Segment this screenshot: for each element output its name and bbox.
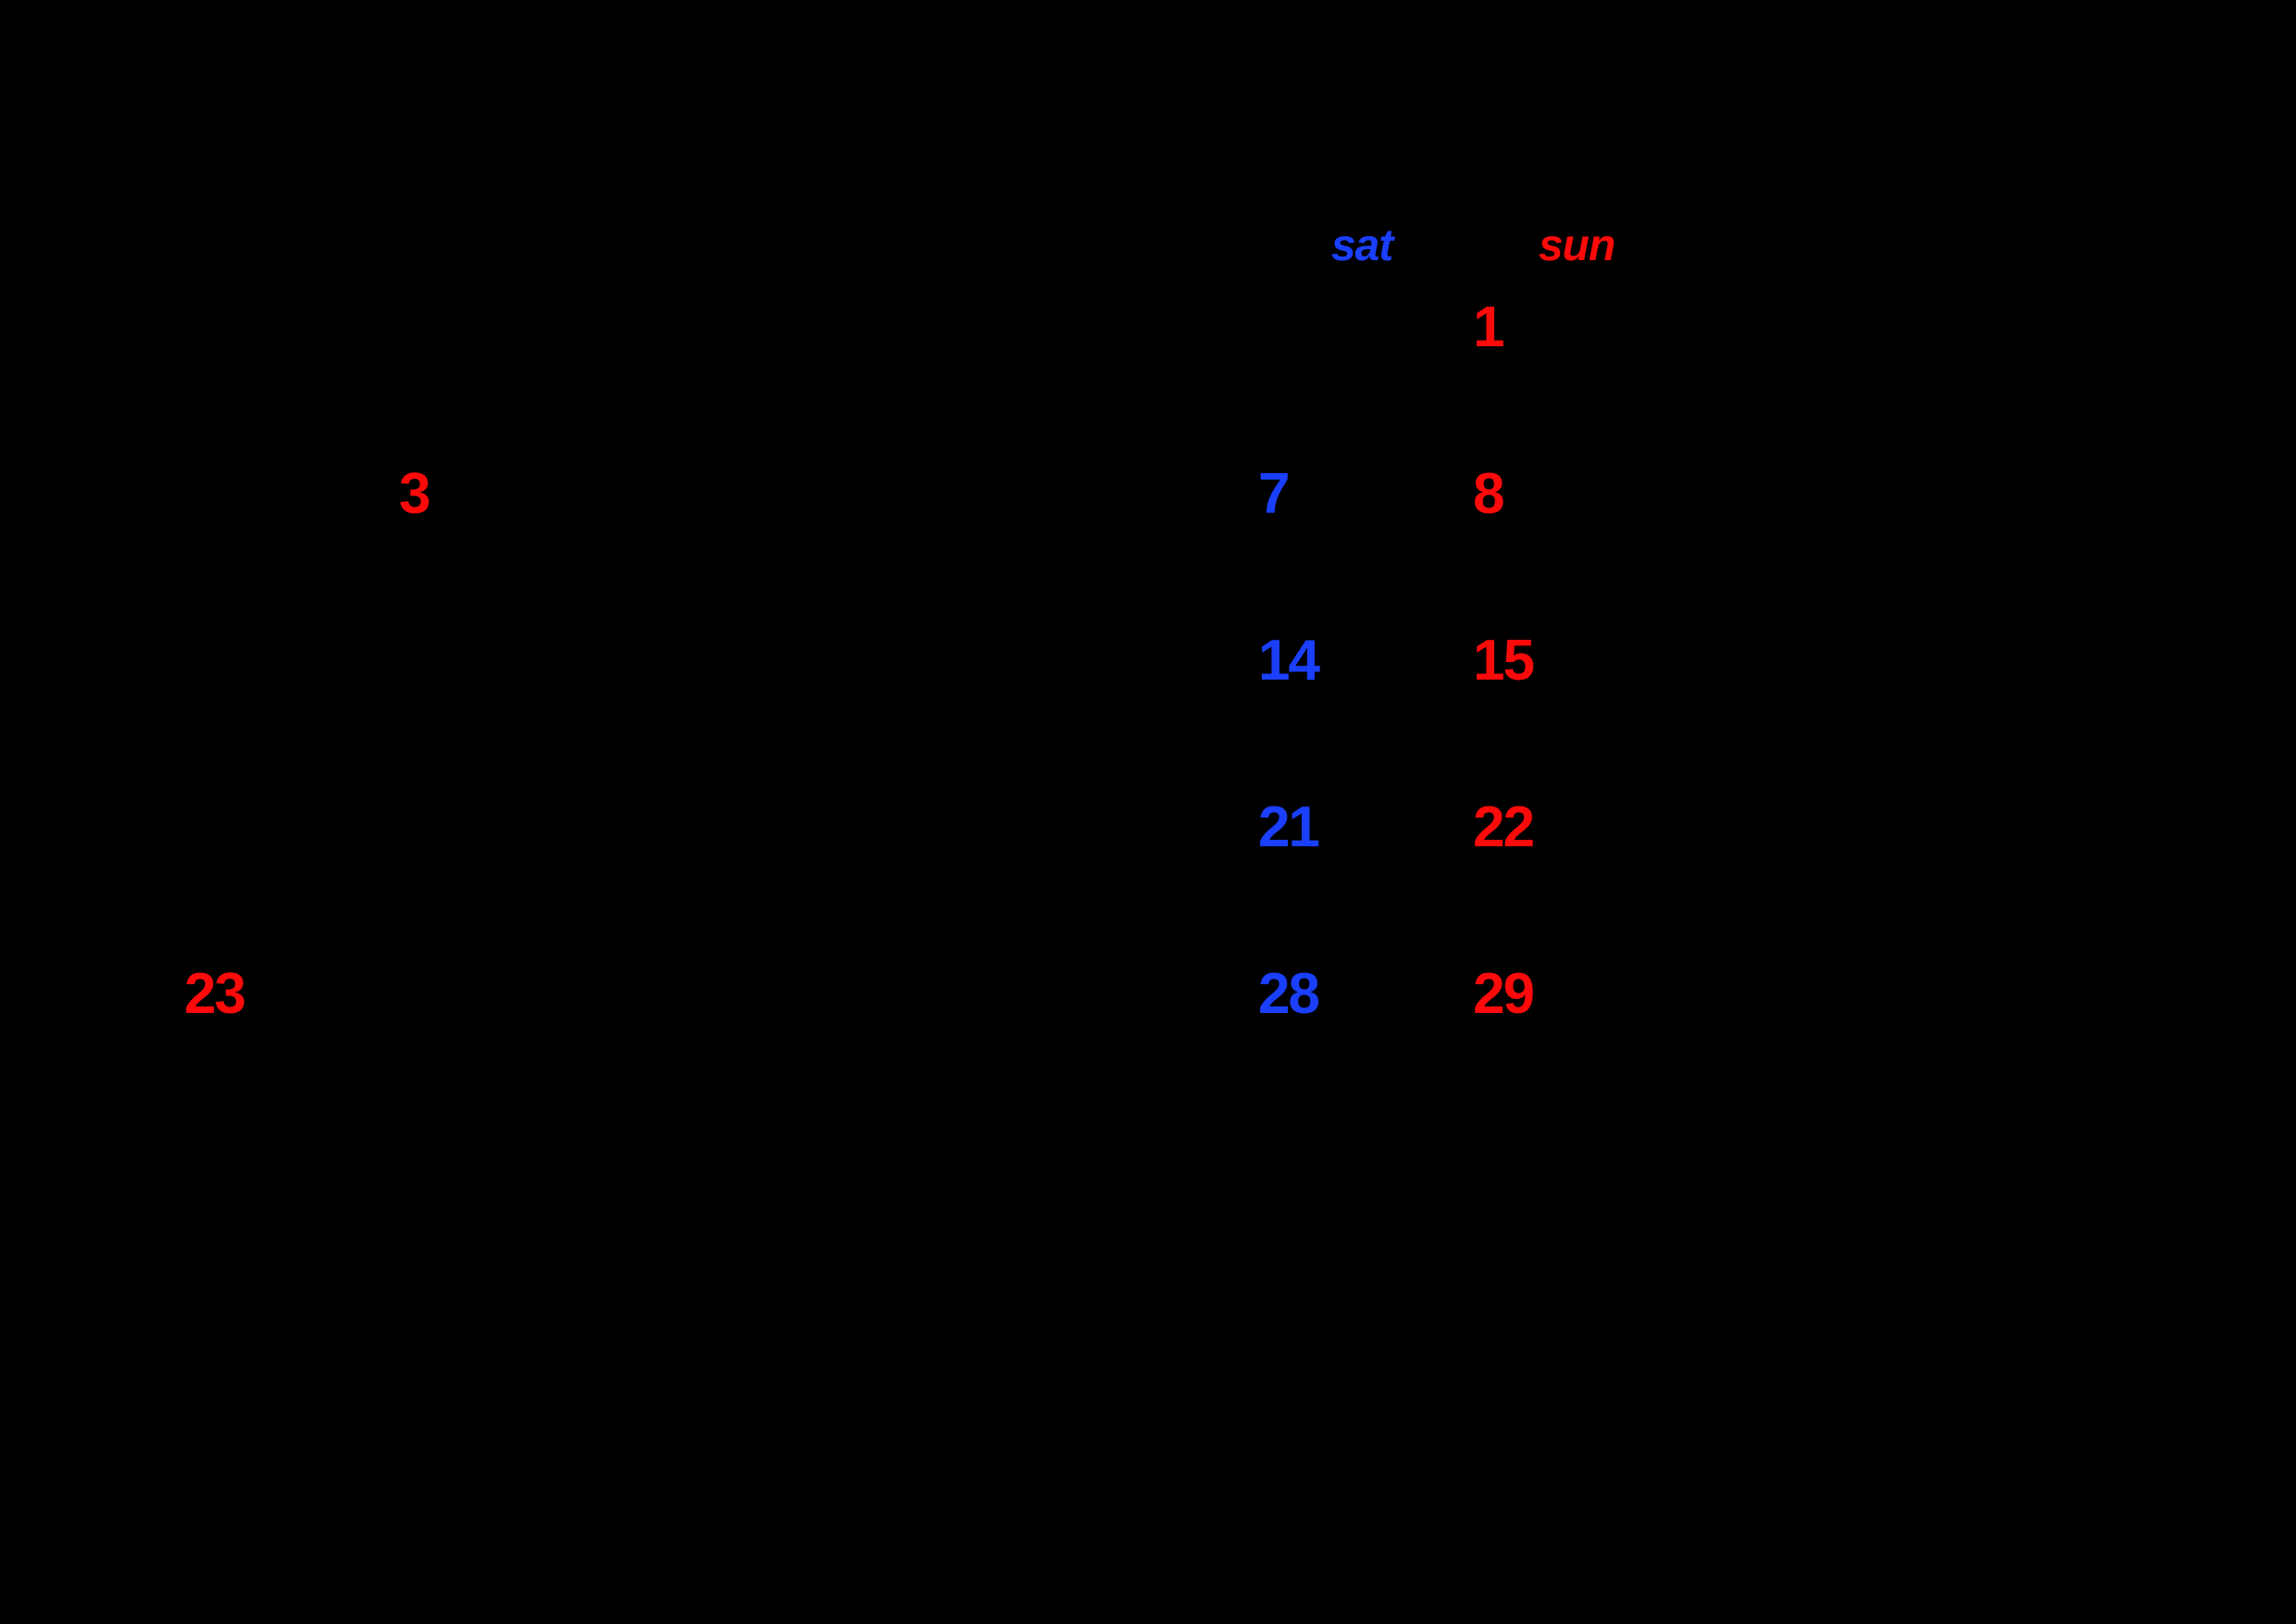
day-cell <box>610 287 825 454</box>
calendar-week-row: 1 <box>181 287 1690 454</box>
calendar-week-row: 30 <box>181 1120 1690 1287</box>
day-cell <box>825 1120 1040 1287</box>
day-number: 24 <box>399 961 459 1027</box>
day-number: 25 <box>614 961 674 1027</box>
day-cell: 12 <box>825 620 1040 787</box>
day-cell <box>1469 1120 1684 1287</box>
header-cell-tue: tue <box>395 204 610 287</box>
day-cell <box>395 287 610 454</box>
day-cell: 19 <box>825 787 1040 954</box>
day-cell: 29 <box>1469 954 1684 1120</box>
day-number: 13 <box>1043 628 1104 693</box>
calendar-week-row: 9 10 11 12 13 14 15 <box>181 620 1690 787</box>
day-number: 19 <box>829 794 889 860</box>
day-cell: 11 <box>610 620 825 787</box>
day-cell: 23 <box>181 954 395 1120</box>
day-cell: 5 <box>825 454 1040 620</box>
day-number: 18 <box>614 794 674 860</box>
calendar-grid: mon tue wed thu fri sat sun 1 2 3 4 <box>181 204 1690 1287</box>
day-number: 28 <box>1258 961 1318 1027</box>
day-cell: 3 <box>395 454 610 620</box>
day-number: 11 <box>614 628 671 693</box>
header-cell-wed: wed <box>610 204 825 287</box>
header-cell-thu: thu <box>825 204 1040 287</box>
header-label-mon: mon <box>243 220 333 271</box>
calendar-week-row: 16 17 18 19 20 21 22 <box>181 787 1690 954</box>
calendar-week-row: 2 3 4 5 6 7 8 <box>181 454 1690 620</box>
header-cell-fri: fri <box>1040 204 1254 287</box>
day-cell: 30 <box>181 1120 395 1287</box>
day-cell: 25 <box>610 954 825 1120</box>
day-number: 17 <box>399 794 459 860</box>
day-cell: 4 <box>610 454 825 620</box>
day-cell <box>1040 1120 1254 1287</box>
day-number: 21 <box>1258 794 1318 860</box>
day-cell: 8 <box>1469 454 1684 620</box>
day-cell: 22 <box>1469 787 1684 954</box>
day-cell: 9 <box>181 620 395 787</box>
day-number: 7 <box>1258 461 1288 527</box>
day-cell: 16 <box>181 787 395 954</box>
day-cell <box>1040 287 1254 454</box>
day-cell <box>1254 1120 1469 1287</box>
header-label-sun: sun <box>1539 220 1615 271</box>
header-label-sat: sat <box>1331 220 1392 271</box>
day-number: 27 <box>1043 961 1104 1027</box>
day-cell: 14 <box>1254 620 1469 787</box>
day-cell: 15 <box>1469 620 1684 787</box>
day-cell: 20 <box>1040 787 1254 954</box>
day-number: 5 <box>829 461 858 527</box>
header-label-wed: wed <box>676 220 759 271</box>
day-cell: 24 <box>395 954 610 1120</box>
day-number: 22 <box>1473 794 1533 860</box>
day-cell <box>825 287 1040 454</box>
calendar-header-row: mon tue wed thu fri sat sun <box>181 204 1690 287</box>
day-number: 3 <box>399 461 429 527</box>
day-cell: 7 <box>1254 454 1469 620</box>
day-cell: 27 <box>1040 954 1254 1120</box>
header-cell-sat: sat <box>1254 204 1469 287</box>
day-cell: 21 <box>1254 787 1469 954</box>
day-cell: 10 <box>395 620 610 787</box>
day-number: 1 <box>1473 294 1503 360</box>
header-cell-sun: sun <box>1469 204 1684 287</box>
day-number: 2 <box>184 461 214 527</box>
day-number: 10 <box>399 628 459 693</box>
day-number: 6 <box>1043 461 1073 527</box>
header-label-tue: tue <box>471 220 535 271</box>
day-cell: 28 <box>1254 954 1469 1120</box>
header-label-fri: fri <box>1127 220 1168 271</box>
day-cell: 13 <box>1040 620 1254 787</box>
header-cell-mon: mon <box>181 204 395 287</box>
day-number: 9 <box>184 628 214 693</box>
day-number: 12 <box>829 628 889 693</box>
day-number: 23 <box>184 961 244 1027</box>
day-cell <box>610 1120 825 1287</box>
day-number: 14 <box>1258 628 1318 693</box>
day-number: 15 <box>1473 628 1533 693</box>
day-cell: 26 <box>825 954 1040 1120</box>
day-cell: 18 <box>610 787 825 954</box>
header-label-thu: thu <box>899 220 966 271</box>
day-cell: 6 <box>1040 454 1254 620</box>
day-number: 26 <box>829 961 889 1027</box>
day-number: 20 <box>1043 794 1104 860</box>
day-cell: 1 <box>1469 287 1684 454</box>
day-cell <box>395 1120 610 1287</box>
day-number: 30 <box>184 1128 244 1193</box>
day-number: 29 <box>1473 961 1533 1027</box>
day-cell: 2 <box>181 454 395 620</box>
day-number: 16 <box>184 794 244 860</box>
day-number: 8 <box>1473 461 1503 527</box>
day-cell: 17 <box>395 787 610 954</box>
day-cell <box>181 287 395 454</box>
day-number: 4 <box>614 461 643 527</box>
calendar-week-row: 23 24 25 26 27 28 29 <box>181 954 1690 1120</box>
day-cell <box>1254 287 1469 454</box>
